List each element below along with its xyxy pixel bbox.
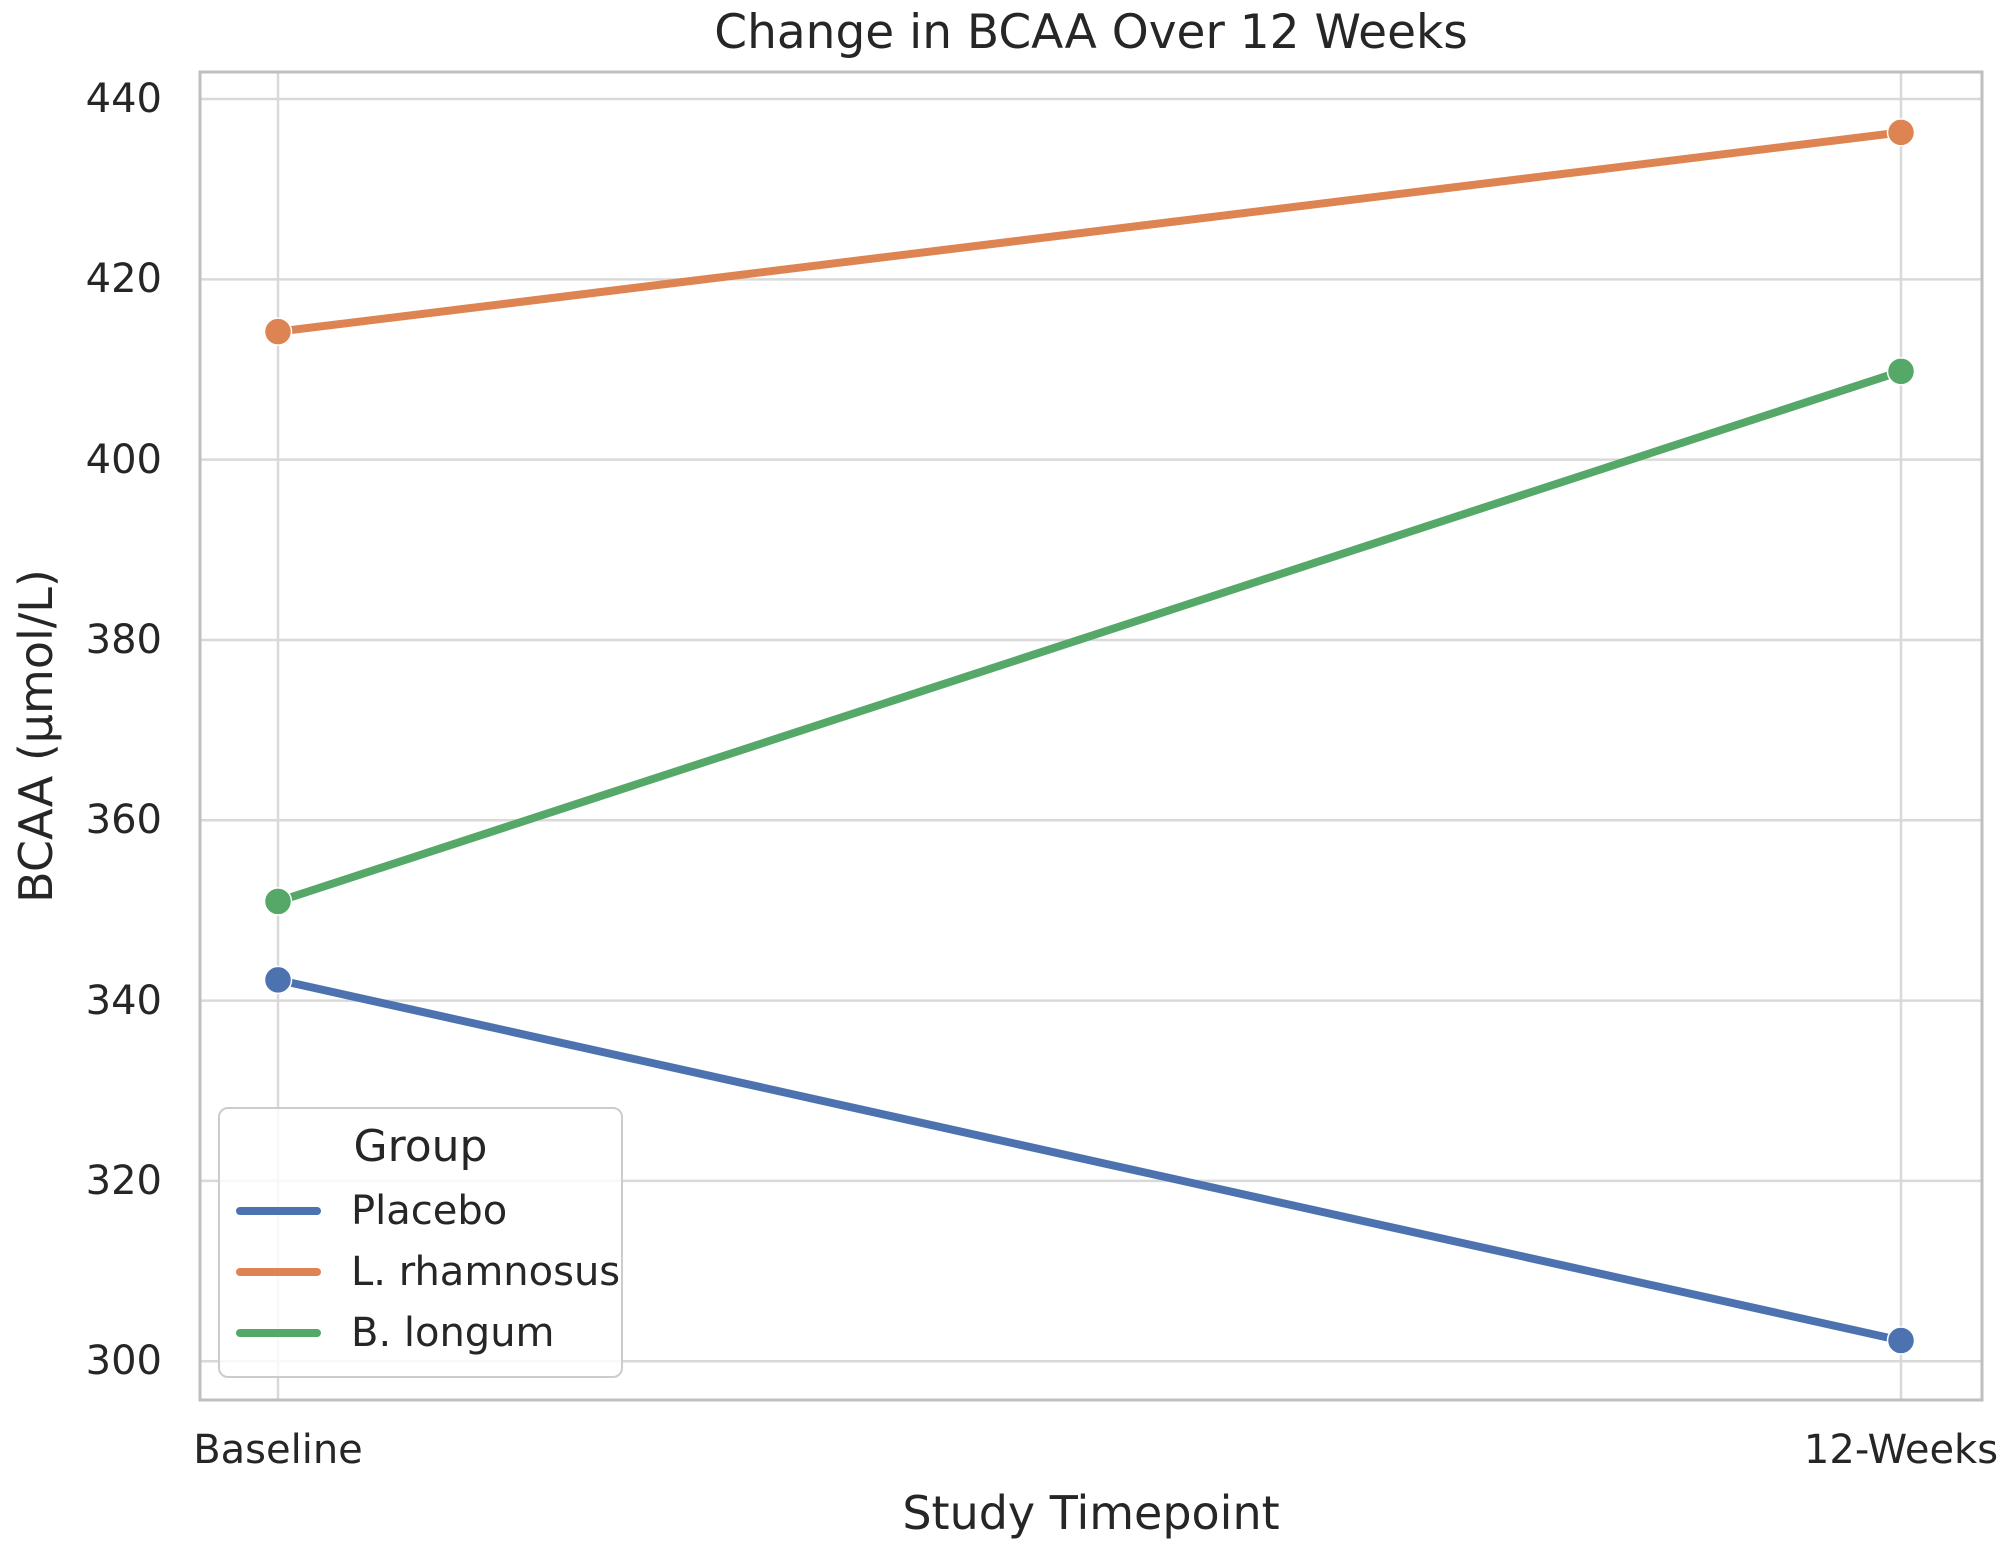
y-tick-label: 420: [85, 256, 162, 303]
legend-item-placebo: Placebo: [220, 1180, 621, 1241]
legend-swatch: [236, 1267, 321, 1276]
legend-item-label: Placebo: [351, 1187, 508, 1234]
y-tick-label: 340: [85, 977, 162, 1024]
legend-item-label: L. rhamnosus: [351, 1248, 621, 1295]
plot-border: [198, 70, 1984, 1402]
y-tick-label: 440: [85, 76, 162, 123]
data-point-marker: [1886, 1326, 1916, 1355]
x-axis-label: Study Timepoint: [902, 1486, 1280, 1540]
data-point-marker: [263, 887, 293, 916]
data-point-marker: [1886, 357, 1916, 386]
series-line-b-longum: [274, 367, 1905, 906]
y-tick-label: 400: [85, 436, 162, 483]
legend-swatch: [236, 1206, 321, 1215]
data-point-marker: [263, 965, 293, 995]
x-tick-label: Baseline: [193, 1427, 363, 1473]
series-line-l-rhamnosus: [274, 128, 1905, 336]
y-tick-label: 360: [85, 797, 162, 844]
legend-swatch: [236, 1328, 321, 1337]
y-tick-label: 380: [85, 616, 162, 663]
y-tick-label: 320: [85, 1157, 162, 1204]
data-point-marker: [263, 317, 293, 346]
x-tick-label: 12-Weeks: [1803, 1427, 1999, 1473]
y-tick-label: 300: [85, 1338, 162, 1385]
legend-items: Placebo L. rhamnosus B. longum: [220, 1180, 621, 1363]
legend-item-l-rhamnosus: L. rhamnosus: [220, 1241, 621, 1302]
y-axis-label: BCAA (µmol/L): [9, 569, 63, 903]
legend-title: Group: [353, 1121, 488, 1172]
legend-item-label: B. longum: [351, 1309, 555, 1356]
data-point-marker: [1886, 118, 1916, 147]
legend-item-b-longum: B. longum: [220, 1302, 621, 1363]
series-line-placebo: [274, 975, 1905, 1345]
legend: Group Placebo L. rhamnosus B. longum: [218, 1107, 623, 1378]
chart-title: Change in BCAA Over 12 Weeks: [714, 5, 1468, 60]
